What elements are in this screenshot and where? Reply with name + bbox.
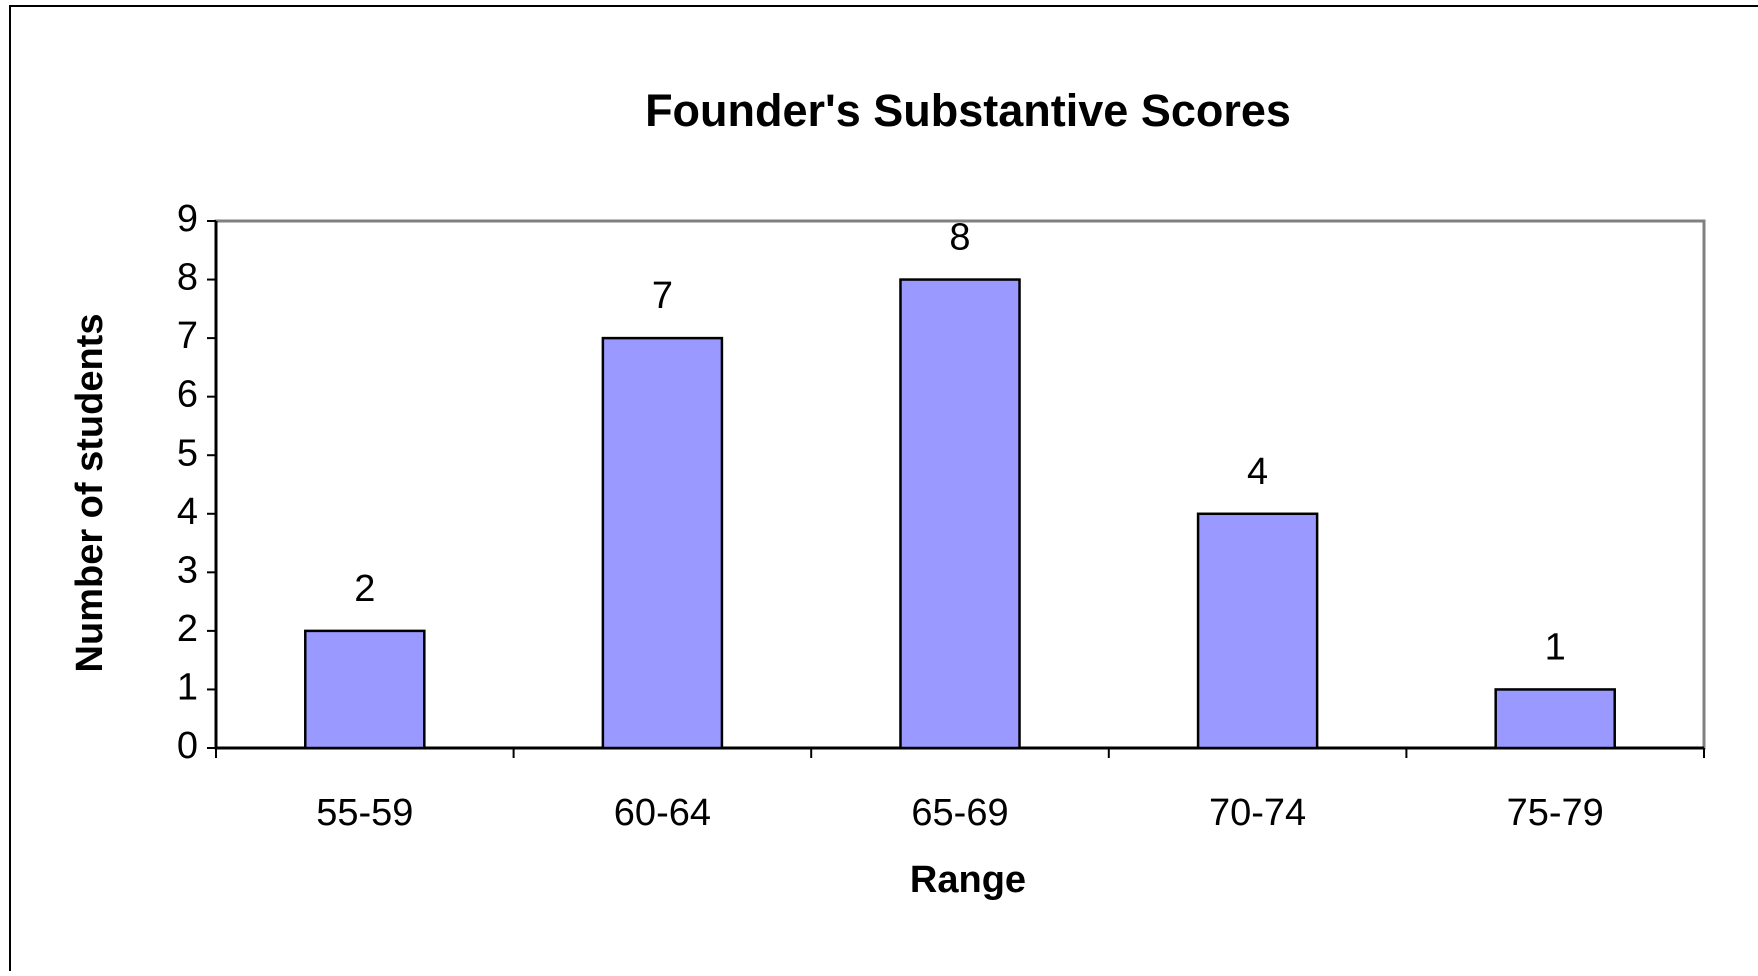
y-tick-label: 7 bbox=[177, 315, 198, 357]
value-label: 7 bbox=[652, 275, 673, 317]
chart-frame bbox=[9, 5, 1758, 976]
y-tick-label: 4 bbox=[177, 491, 198, 533]
y-tick-label: 8 bbox=[177, 257, 198, 299]
value-label: 2 bbox=[354, 568, 375, 610]
y-axis-label: Number of students bbox=[69, 314, 111, 673]
x-axis-label: Range bbox=[910, 859, 1026, 901]
y-tick-label: 9 bbox=[177, 198, 198, 240]
value-label: 4 bbox=[1247, 451, 1268, 493]
x-tick-label: 65-69 bbox=[911, 792, 1008, 834]
x-tick-label: 75-79 bbox=[1507, 792, 1604, 834]
y-tick-label: 2 bbox=[177, 608, 198, 650]
y-tick-label: 6 bbox=[177, 374, 198, 416]
y-tick-label: 5 bbox=[177, 432, 198, 474]
y-tick-label: 0 bbox=[177, 725, 198, 767]
bar bbox=[304, 629, 426, 750]
bar bbox=[601, 336, 724, 750]
x-tick-label: 60-64 bbox=[614, 792, 711, 834]
y-tick-label: 1 bbox=[177, 666, 198, 708]
x-tick-label: 70-74 bbox=[1209, 792, 1306, 834]
value-label: 8 bbox=[949, 217, 970, 259]
bar bbox=[899, 278, 1021, 750]
x-tick-label: 55-59 bbox=[316, 792, 413, 834]
value-label: 1 bbox=[1545, 626, 1566, 668]
y-tick-label: 3 bbox=[177, 549, 198, 591]
chart-title: Founder's Substantive Scores bbox=[645, 85, 1291, 136]
bar bbox=[1494, 688, 1616, 750]
bar bbox=[1196, 512, 1319, 750]
